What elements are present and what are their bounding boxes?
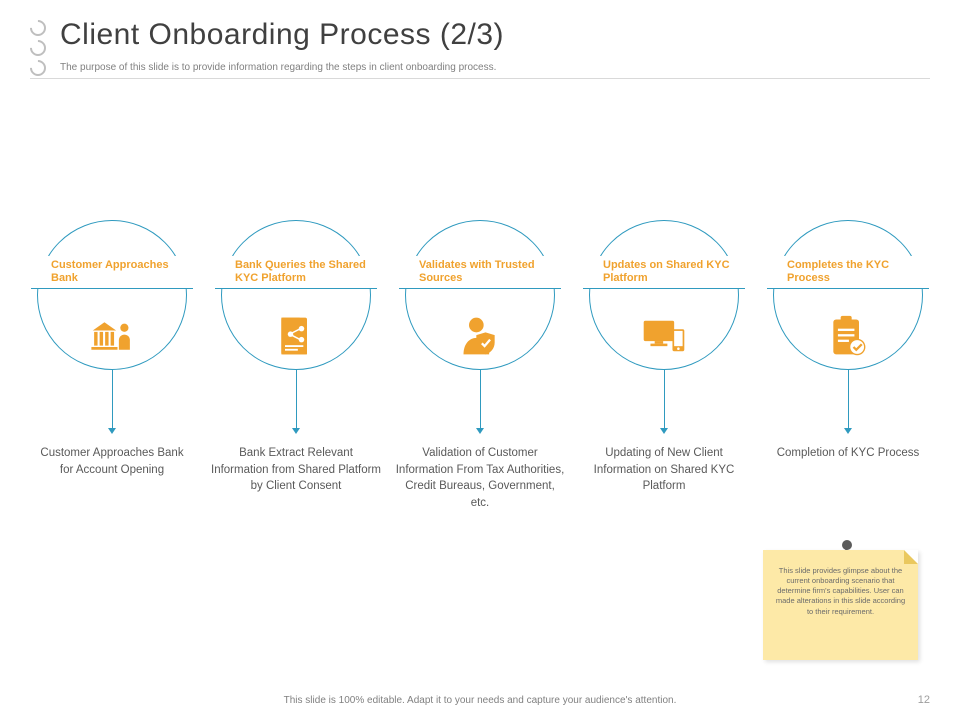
step-label: Customer Approaches Bank xyxy=(31,259,193,284)
process-step: Completes the KYC Process Completion of … xyxy=(763,220,933,370)
step-label: Completes the KYC Process xyxy=(767,259,929,284)
step-label-band: Customer Approaches Bank xyxy=(31,256,193,288)
process-steps-row: Customer Approaches Bank Customer Approa… xyxy=(0,220,960,370)
bank-person-icon xyxy=(88,312,136,360)
process-step: Updates on Shared KYC Platform Updating … xyxy=(579,220,749,370)
slide-subtitle: The purpose of this slide is to provide … xyxy=(60,62,496,73)
slide: Client Onboarding Process (2/3) The purp… xyxy=(0,0,960,720)
connector-line xyxy=(296,370,297,430)
step-description: Bank Extract Relevant Information from S… xyxy=(211,445,381,495)
footer-text: This slide is 100% editable. Adapt it to… xyxy=(0,695,960,706)
connector-line xyxy=(112,370,113,430)
step-circle-wrap: Updates on Shared KYC Platform xyxy=(589,220,739,370)
step-circle-wrap: Customer Approaches Bank xyxy=(37,220,187,370)
step-circle-wrap: Bank Queries the Shared KYC Platform xyxy=(221,220,371,370)
step-description: Updating of New Client Information on Sh… xyxy=(579,445,749,495)
doc-share-icon xyxy=(272,312,320,360)
step-description: Validation of Customer Information From … xyxy=(395,445,565,512)
monitor-phone-icon xyxy=(640,312,688,360)
connector-arrowhead-icon xyxy=(108,428,116,434)
step-label: Updates on Shared KYC Platform xyxy=(583,259,745,284)
page-number: 12 xyxy=(918,694,930,706)
step-label-band: Bank Queries the Shared KYC Platform xyxy=(215,256,377,288)
step-label: Validates with Trusted Sources xyxy=(399,259,561,284)
process-step: Bank Queries the Shared KYC Platform Ban… xyxy=(211,220,381,370)
process-step: Customer Approaches Bank Customer Approa… xyxy=(27,220,197,370)
slide-title: Client Onboarding Process (2/3) xyxy=(60,18,504,52)
label-bottom-border xyxy=(583,288,745,289)
label-bottom-border xyxy=(767,288,929,289)
process-step: Validates with Trusted Sources Validatio… xyxy=(395,220,565,370)
connector-arrowhead-icon xyxy=(660,428,668,434)
step-description: Completion of KYC Process xyxy=(763,445,933,462)
clipboard-check-icon xyxy=(824,312,872,360)
person-shield-icon xyxy=(456,312,504,360)
step-description: Customer Approaches Bankfor Account Open… xyxy=(27,445,197,478)
step-label-band: Updates on Shared KYC Platform xyxy=(583,256,745,288)
connector-arrowhead-icon xyxy=(844,428,852,434)
header-decoration xyxy=(30,20,46,80)
connector-line xyxy=(848,370,849,430)
label-bottom-border xyxy=(399,288,561,289)
sticky-note: This slide provides glimpse about the cu… xyxy=(763,550,918,660)
label-bottom-border xyxy=(215,288,377,289)
step-label-band: Completes the KYC Process xyxy=(767,256,929,288)
step-label: Bank Queries the Shared KYC Platform xyxy=(215,259,377,284)
connector-line xyxy=(480,370,481,430)
connector-arrowhead-icon xyxy=(292,428,300,434)
title-divider xyxy=(30,78,930,79)
connector-line xyxy=(664,370,665,430)
step-circle-wrap: Completes the KYC Process xyxy=(773,220,923,370)
step-circle-wrap: Validates with Trusted Sources xyxy=(405,220,555,370)
connector-arrowhead-icon xyxy=(476,428,484,434)
step-label-band: Validates with Trusted Sources xyxy=(399,256,561,288)
label-bottom-border xyxy=(31,288,193,289)
